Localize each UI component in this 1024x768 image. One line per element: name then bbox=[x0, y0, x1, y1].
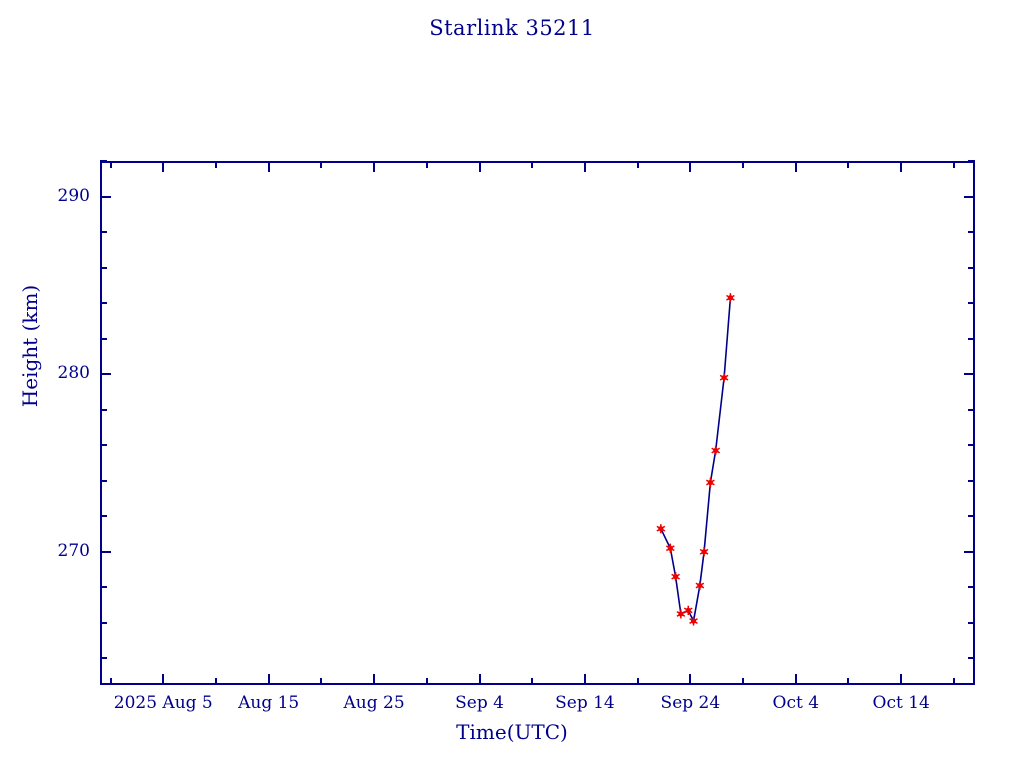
x-tick--1 bbox=[109, 678, 112, 685]
x-tick-29 bbox=[425, 678, 428, 685]
x-tick-label-4: Sep 14 bbox=[555, 693, 615, 713]
y-tick-right-272 bbox=[968, 515, 975, 518]
x-tick-49 bbox=[636, 678, 639, 685]
y-tick-280 bbox=[100, 373, 111, 376]
x-tick-top-9 bbox=[214, 161, 217, 168]
y-tick-264 bbox=[100, 657, 107, 660]
y-tick-272 bbox=[100, 515, 107, 518]
x-tick-39 bbox=[531, 678, 534, 685]
y-tick-right-274 bbox=[968, 479, 975, 482]
x-tick-top--1 bbox=[109, 161, 112, 168]
y-tick-268 bbox=[100, 586, 107, 589]
y-tick-right-270 bbox=[964, 550, 975, 553]
x-tick-74 bbox=[900, 674, 903, 685]
x-tick-34 bbox=[478, 674, 481, 685]
x-tick-top-69 bbox=[847, 161, 850, 168]
x-tick-top-39 bbox=[531, 161, 534, 168]
y-tick-270 bbox=[100, 550, 111, 553]
x-tick-label-6: Oct 4 bbox=[772, 693, 820, 713]
x-tick-label-7: Oct 14 bbox=[872, 693, 930, 713]
y-tick-right-268 bbox=[968, 586, 975, 589]
x-tick-54 bbox=[689, 674, 692, 685]
y-tick-274 bbox=[100, 479, 107, 482]
y-tick-284 bbox=[100, 302, 107, 305]
y-tick-right-286 bbox=[968, 266, 975, 269]
x-tick-top-79 bbox=[952, 161, 955, 168]
y-tick-right-276 bbox=[968, 444, 975, 447]
y-tick-label-290: 290 bbox=[57, 185, 90, 206]
x-tick-69 bbox=[847, 678, 850, 685]
y-tick-right-292 bbox=[968, 160, 975, 162]
y-tick-282 bbox=[100, 337, 107, 340]
x-tick-top-54 bbox=[689, 161, 692, 172]
y-tick-266 bbox=[100, 621, 107, 624]
y-tick-278 bbox=[100, 408, 107, 411]
x-tick-top-19 bbox=[320, 161, 323, 168]
x-tick-59 bbox=[742, 678, 745, 685]
x-tick-top-24 bbox=[373, 161, 376, 172]
x-tick-label-5: Sep 24 bbox=[660, 693, 721, 713]
y-tick-label-280: 280 bbox=[57, 363, 90, 384]
x-tick-top-49 bbox=[636, 161, 639, 168]
x-tick-44 bbox=[583, 674, 586, 685]
x-tick-4 bbox=[162, 674, 165, 685]
y-tick-label-270: 270 bbox=[57, 540, 90, 561]
x-axis-title: Time(UTC) bbox=[456, 720, 568, 744]
x-tick-19 bbox=[320, 678, 323, 685]
y-tick-right-266 bbox=[968, 621, 975, 624]
x-tick-top-14 bbox=[267, 161, 270, 172]
y-tick-286 bbox=[100, 266, 107, 269]
y-tick-right-284 bbox=[968, 302, 975, 305]
y-axis-title: Height (km) bbox=[18, 284, 42, 408]
x-tick-64 bbox=[794, 674, 797, 685]
x-tick-label-2: Aug 25 bbox=[343, 693, 405, 713]
y-tick-right-280 bbox=[964, 373, 975, 376]
x-tick-top-59 bbox=[742, 161, 745, 168]
x-tick-label-1: Aug 15 bbox=[238, 693, 300, 713]
x-tick-label-0: 2025 Aug 5 bbox=[113, 693, 213, 713]
y-tick-right-290 bbox=[964, 195, 975, 198]
y-tick-290 bbox=[100, 195, 111, 198]
x-tick-14 bbox=[267, 674, 270, 685]
x-tick-top-74 bbox=[900, 161, 903, 172]
chart-title: Starlink 35211 bbox=[429, 16, 595, 40]
y-tick-276 bbox=[100, 444, 107, 447]
x-tick-top-29 bbox=[425, 161, 428, 168]
plot-frame bbox=[100, 161, 975, 685]
y-tick-right-264 bbox=[968, 657, 975, 660]
x-tick-top-44 bbox=[583, 161, 586, 172]
x-tick-79 bbox=[952, 678, 955, 685]
y-tick-288 bbox=[100, 231, 107, 234]
x-tick-top-34 bbox=[478, 161, 481, 172]
y-tick-right-288 bbox=[968, 231, 975, 234]
x-tick-9 bbox=[214, 678, 217, 685]
x-tick-label-3: Sep 4 bbox=[455, 693, 504, 713]
x-tick-top-64 bbox=[794, 161, 797, 172]
y-tick-right-282 bbox=[968, 337, 975, 340]
y-tick-right-278 bbox=[968, 408, 975, 411]
x-tick-24 bbox=[373, 674, 376, 685]
y-tick-292 bbox=[100, 160, 107, 162]
x-tick-top-4 bbox=[162, 161, 165, 172]
